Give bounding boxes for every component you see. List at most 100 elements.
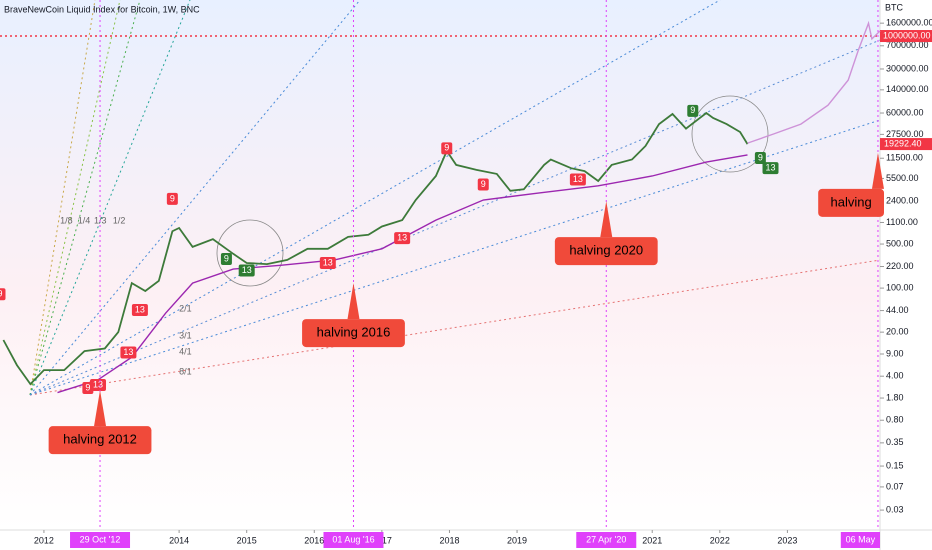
y-tick-label: 9.00: [886, 348, 904, 358]
y-tick-label: 60000.00: [886, 107, 924, 117]
last-price-label: 19292.40: [884, 138, 922, 148]
td-marker-label: 13: [765, 163, 775, 173]
fan-label: 4/1: [179, 347, 192, 357]
callout-pointer: [871, 152, 884, 189]
td-marker: [569, 173, 586, 186]
callout-pointer: [347, 283, 360, 320]
fan-label: 3/1: [179, 330, 192, 340]
callout-pointer: [600, 201, 613, 238]
date-box: [70, 532, 131, 548]
series-line: [2, 111, 749, 386]
td-marker: [220, 252, 232, 265]
chart-title: BraveNewCoin Liquid Index for Bitcoin, 1…: [4, 4, 200, 14]
y-tick-label: 220.00: [886, 261, 914, 271]
td-marker-label: 13: [323, 257, 333, 267]
highlight-circle: [691, 95, 769, 173]
td-marker: [394, 232, 411, 245]
date-label: 29 Oct '12: [80, 534, 121, 544]
callout-label: halving: [830, 194, 871, 209]
td-marker: [754, 152, 766, 165]
td-marker: [90, 378, 107, 391]
halving-callout: halving: [818, 152, 884, 217]
fan-label: 8/1: [179, 367, 192, 377]
td-marker: [166, 192, 178, 205]
td-marker-label: 13: [242, 265, 252, 275]
x-tick-label: 2018: [439, 535, 459, 545]
date-label: 01 Aug '16: [332, 534, 374, 544]
last-price-box: [880, 138, 932, 151]
td-marker-label: 9: [758, 152, 763, 162]
callout-box: [48, 426, 152, 455]
fan-label: 2/1: [179, 304, 192, 314]
td-marker-label: 13: [397, 233, 407, 243]
fan-label: 1/2: [113, 216, 126, 226]
y-tick-label: 100.00: [886, 282, 914, 292]
td-marker: [687, 104, 699, 117]
td-marker: [131, 303, 148, 316]
x-tick-label: 2014: [169, 535, 189, 545]
td-marker: [319, 257, 336, 270]
td-marker-label: 9: [481, 179, 486, 189]
y-tick-label: 44.00: [886, 305, 909, 315]
fan-lines: [29, 0, 881, 396]
x-tick-label: 2022: [710, 535, 730, 545]
callout-pointer: [94, 390, 107, 427]
date-box: [576, 532, 637, 548]
halving-callout: halving 2016: [302, 283, 405, 348]
x-tick-label: 2023: [777, 535, 797, 545]
y-tick-label: 500.00: [886, 238, 914, 248]
td-marker-label: 9: [224, 253, 229, 263]
td-marker: [120, 346, 137, 359]
y-tick-label: 0.35: [886, 437, 904, 447]
td-marker-label: 9: [85, 382, 90, 392]
y-tick-label: 4.00: [886, 371, 904, 381]
fan-label: 1/8: [60, 216, 73, 226]
td-marker: [477, 178, 489, 191]
y-tick-label: 1600000.00: [886, 18, 932, 28]
y-tick-label: 1.80: [886, 392, 904, 402]
td-marker-label: 9: [690, 105, 695, 115]
x-tick-label: 2019: [507, 535, 527, 545]
halving-callout: halving 2012: [48, 390, 152, 455]
y-tick-label: 0.07: [886, 481, 904, 491]
td-marker-label: 13: [135, 304, 145, 314]
x-tick-label: 2021: [642, 535, 662, 545]
td-marker-label: 13: [123, 347, 133, 357]
td-marker-label: 9: [444, 143, 449, 153]
halving-callout: halving 2020: [554, 201, 658, 266]
td-marker-label: 9: [170, 193, 175, 203]
series-line: [747, 20, 881, 144]
td-marker-label: 13: [93, 379, 103, 389]
y-tick-label: 700000.00: [886, 40, 929, 50]
y-tick-label: 2400.00: [886, 195, 919, 205]
highlight-circle: [216, 219, 284, 287]
y-tick-label: 0.80: [886, 415, 904, 425]
callout-label: halving 2012: [63, 432, 137, 447]
td-marker: [441, 142, 453, 155]
td-marker-label: 13: [573, 174, 583, 184]
callout-box: [818, 188, 884, 217]
td-marker: [238, 264, 255, 277]
td-marker: [762, 162, 779, 175]
callout-box: [554, 237, 658, 266]
level-label: 1000000.00: [883, 30, 931, 40]
date-label: 06 May: [846, 534, 876, 544]
td-marker: [0, 288, 6, 301]
y-tick-label: 11500.00: [886, 153, 923, 163]
callout-label: halving 2016: [317, 325, 391, 340]
level-label-box: [880, 30, 932, 43]
y-tick-label: 27500.00: [886, 129, 924, 139]
td-marker-label: 9: [0, 289, 3, 299]
y-tick-label: 300000.00: [886, 63, 929, 73]
callout-label: halving 2020: [569, 243, 643, 258]
callout-box: [302, 319, 405, 348]
y-tick-label: 1100.00: [886, 217, 918, 227]
date-box: [840, 532, 880, 548]
x-tick-label: 2016: [304, 535, 324, 545]
y-tick-label: 20.00: [886, 327, 909, 337]
series-line: [57, 154, 748, 394]
date-box: [323, 532, 384, 548]
y-unit: BTC: [885, 2, 904, 12]
fan-label: 1/4: [78, 216, 91, 226]
